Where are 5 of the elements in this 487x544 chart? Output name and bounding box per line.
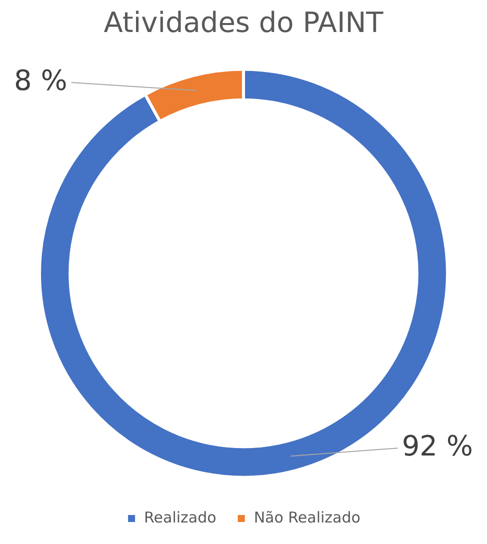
data-label: 8 % <box>14 64 68 97</box>
data-label: 92 % <box>402 429 474 462</box>
legend-label: Realizado <box>144 508 216 526</box>
legend-label: Não Realizado <box>254 508 360 526</box>
chart-title: Atividades do PAINT <box>104 6 384 40</box>
